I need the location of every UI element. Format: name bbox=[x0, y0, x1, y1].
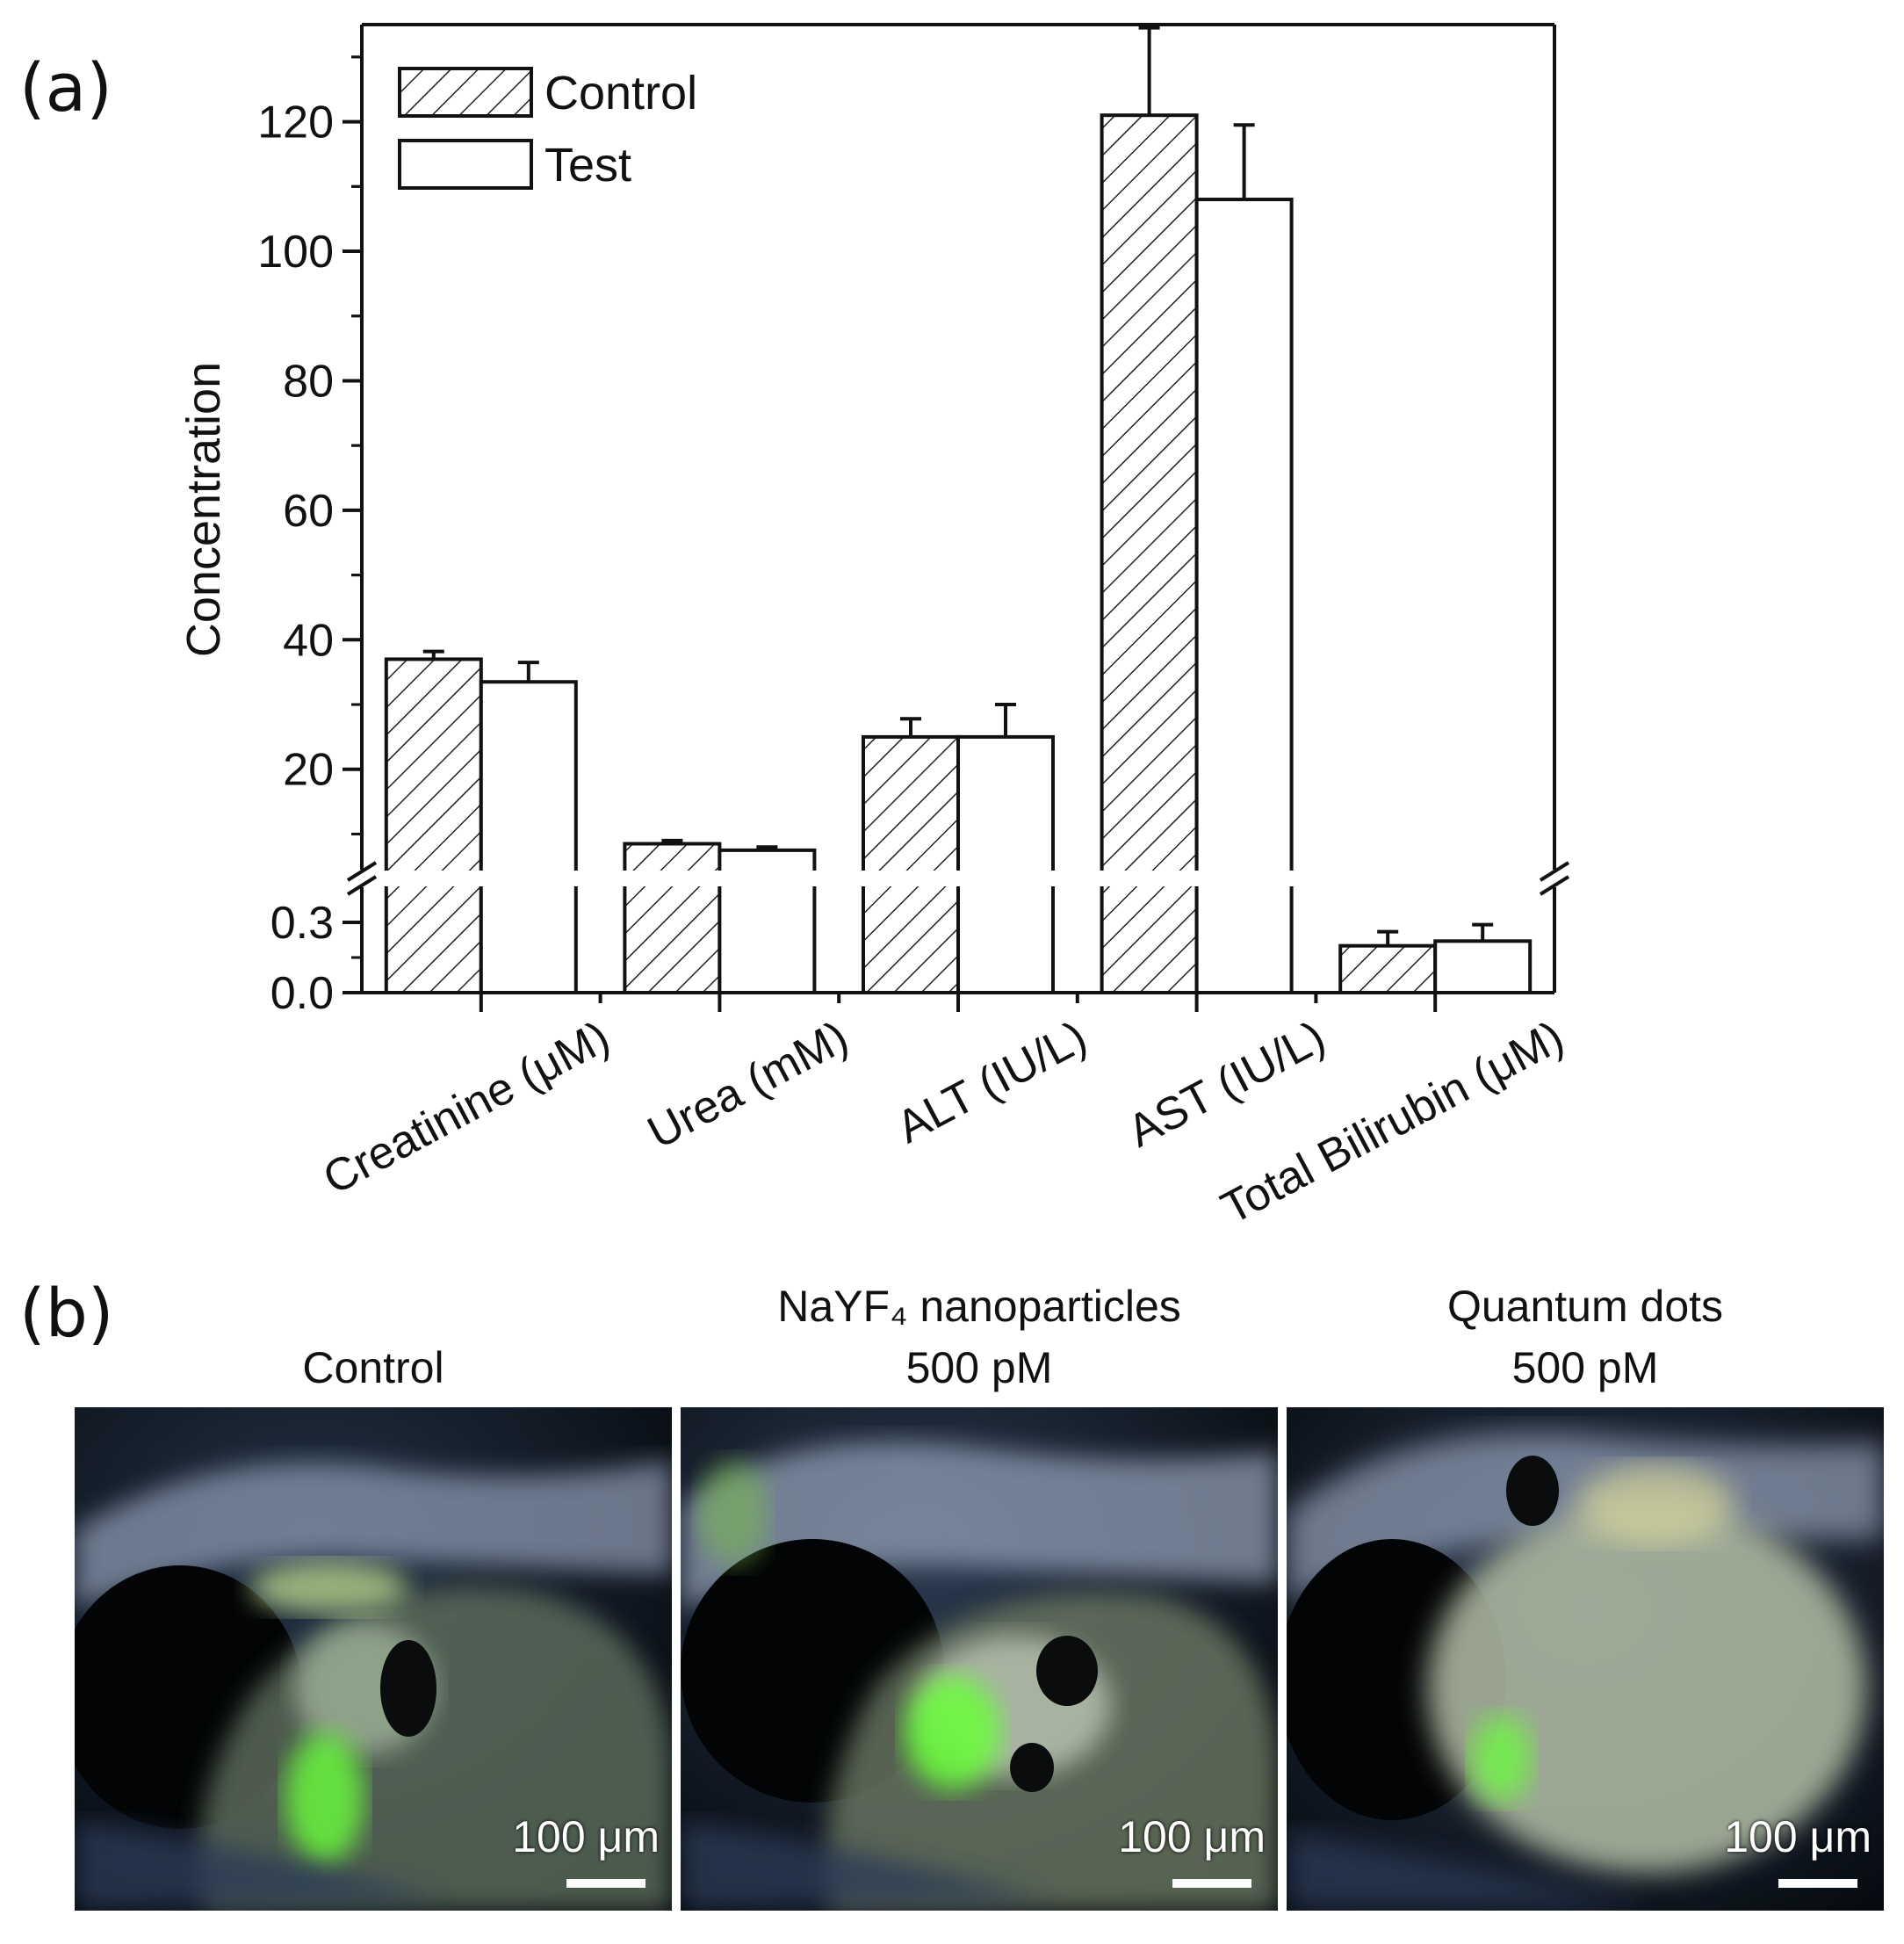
y-tick-label: 120 bbox=[257, 98, 334, 148]
x-tick-label: Urea (mM) bbox=[639, 1011, 856, 1159]
micrograph-quantum-dots: 100 μm bbox=[1287, 1407, 1884, 1911]
axis-break-mark bbox=[346, 861, 378, 882]
scale-bar bbox=[1778, 1879, 1857, 1888]
y-tick-label: 0.3 bbox=[270, 898, 334, 949]
axis-break-mark bbox=[346, 875, 378, 896]
legend-label-test: Test bbox=[545, 139, 631, 192]
bar-control bbox=[1100, 113, 1199, 994]
image-title-line1: NaYF₄ nanoparticles bbox=[777, 1282, 1181, 1331]
scale-bar bbox=[566, 1879, 645, 1888]
scale-bar-label: 100 μm bbox=[1724, 1812, 1872, 1861]
image-title-line2: 500 pM bbox=[1511, 1343, 1659, 1392]
x-axis-ticks: Creatinine (μM) Urea (mM) ALT (IU/L) AST (I… bbox=[315, 993, 1572, 1234]
y-tick-label: 40 bbox=[283, 615, 334, 666]
image-title-nayf4: NaYF₄ nanoparticles 500 pM bbox=[681, 1276, 1278, 1398]
legend: Control Test bbox=[398, 67, 697, 192]
micrograph-nayf4: 100 μm bbox=[681, 1407, 1278, 1911]
bar-test bbox=[479, 680, 578, 994]
micrograph-control: 100 μm bbox=[75, 1407, 672, 1911]
bar-test bbox=[1433, 939, 1533, 995]
axis-break-mark bbox=[1539, 861, 1570, 882]
axis-break-mark bbox=[1539, 875, 1570, 896]
axis-break-band bbox=[327, 871, 1590, 886]
y-axis-label: Concentration bbox=[177, 362, 230, 657]
y-tick-label: 20 bbox=[283, 745, 334, 796]
y-tick-label: 80 bbox=[283, 356, 334, 407]
bar-control bbox=[384, 657, 483, 994]
image-title-line2: 500 pM bbox=[905, 1343, 1053, 1392]
legend-swatch-control bbox=[398, 67, 533, 118]
x-tick-label: AST (IU/L) bbox=[1120, 1011, 1333, 1157]
scale-bar-label: 100 μm bbox=[512, 1812, 660, 1861]
bar-control bbox=[623, 842, 722, 995]
axis-break-gap bbox=[327, 871, 1590, 886]
x-tick-label: Creatinine (μM) bbox=[315, 1011, 618, 1204]
y-axis-ticks: 20 40 60 80 100 120 0.0 0.3 bbox=[257, 55, 362, 1019]
panel-b-label: (b) bbox=[19, 1274, 114, 1352]
scale-bar bbox=[1172, 1879, 1251, 1888]
legend-label-control: Control bbox=[545, 67, 697, 119]
image-title-line1: Quantum dots bbox=[1446, 1282, 1724, 1331]
legend-swatch-test bbox=[398, 139, 533, 190]
y-tick-label: 0.0 bbox=[270, 968, 334, 1019]
image-title-control: Control bbox=[75, 1337, 672, 1398]
bar-test bbox=[956, 734, 1055, 994]
image-title-line1: Control bbox=[302, 1343, 444, 1392]
y-tick-label: 60 bbox=[283, 486, 334, 537]
scale-bar-label: 100 μm bbox=[1118, 1812, 1266, 1861]
bars-layer bbox=[384, 113, 1533, 995]
error-bars-layer bbox=[422, 25, 1494, 946]
y-tick-label: 100 bbox=[257, 227, 334, 278]
x-tick-label: ALT (IU/L) bbox=[889, 1011, 1095, 1153]
panel-a-label: (a) bbox=[19, 48, 112, 126]
image-title-quantum-dots: Quantum dots 500 pM bbox=[1287, 1276, 1884, 1398]
bar-chart: 20 40 60 80 100 120 0.0 0.3 Creatinine (μM) Urea… bbox=[177, 23, 1590, 1235]
bar-control bbox=[1338, 943, 1438, 994]
bar-control bbox=[862, 734, 960, 994]
